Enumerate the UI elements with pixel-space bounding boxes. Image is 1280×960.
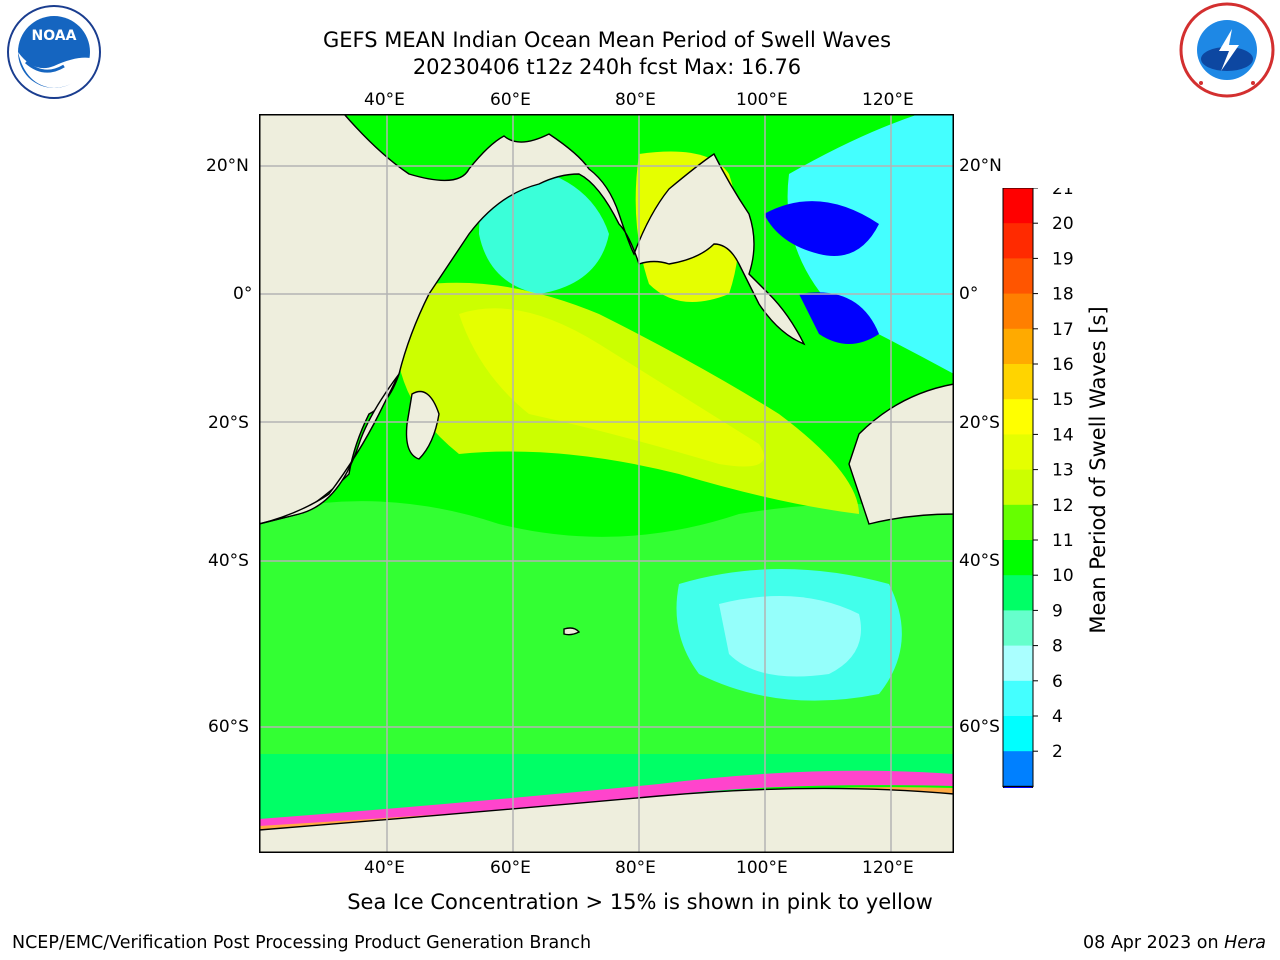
lon-label-bottom: 120°E [862, 858, 914, 878]
colorbar-tick-label: 11 [1052, 531, 1074, 551]
colorbar-segment [1003, 434, 1033, 471]
colorbar-segment [1003, 680, 1033, 717]
graticule [259, 114, 954, 853]
colorbar-segment [1003, 751, 1033, 787]
lon-label-bottom: 40°E [364, 858, 405, 878]
colorbar-tick-label: 18 [1052, 285, 1074, 305]
lon-label-top: 40°E [364, 90, 405, 110]
colorbar-tick-label: 13 [1052, 461, 1074, 481]
lon-label-top: 100°E [736, 90, 788, 110]
colorbar-segment [1003, 645, 1033, 682]
footer-right: 08 Apr 2023 on Hera [1083, 932, 1266, 954]
noaa-logo-text: NOAA [32, 28, 77, 44]
colorbar-label: Mean Period of Swell Waves [s] [1086, 306, 1110, 634]
colorbar-segment [1003, 293, 1033, 330]
colorbar-tick-label: 12 [1052, 496, 1074, 516]
lon-label-top: 80°E [615, 90, 656, 110]
lat-label-left: 0° [233, 284, 253, 304]
colorbar-tick-label: 10 [1052, 566, 1074, 586]
colorbar-tick-label: 19 [1052, 249, 1074, 269]
map-plot [259, 114, 954, 853]
landmass [259, 114, 954, 853]
lon-label-top: 60°E [490, 90, 531, 110]
sea-ice-note: Sea Ice Concentration > 15% is shown in … [347, 890, 933, 914]
colorbar-segment [1003, 399, 1033, 435]
lat-label-right: 60°S [959, 717, 1000, 737]
colorbar-tick-label: 17 [1052, 320, 1074, 340]
lon-label-bottom: 60°E [490, 858, 531, 878]
lat-label-left: 40°S [208, 551, 249, 571]
colorbar-tick-label: 8 [1052, 637, 1063, 657]
lon-label-top: 120°E [862, 90, 914, 110]
nws-logo [1179, 2, 1275, 98]
lat-label-right: 20°S [959, 413, 1000, 433]
lat-label-left: 60°S [208, 717, 249, 737]
colorbar-segment [1003, 258, 1033, 295]
colorbar-border [1002, 188, 1034, 787]
colorbar-segment [1003, 469, 1033, 506]
colorbar-tick-label: 21 [1052, 188, 1074, 199]
colorbar-segment [1003, 328, 1033, 365]
colorbar-tick-label: 15 [1052, 390, 1074, 410]
footer-left: NCEP/EMC/Verification Post Processing Pr… [12, 933, 592, 953]
colorbar-segment [1003, 364, 1033, 400]
colorbar: 21 20 19 18 17 16 15 14 13 12 11 10 9 8 6 4 2 [1002, 188, 1074, 788]
colorbar-tick-label: 6 [1052, 672, 1063, 692]
map-title: GEFS MEAN Indian Ocean Mean Period of Sw… [322, 28, 892, 52]
colorbar-segment [1003, 575, 1033, 611]
lat-label-left: 20°N [206, 156, 249, 176]
noaa-logo: NOAA [7, 5, 101, 99]
lat-label-right: 0° [959, 284, 979, 304]
colorbar-segment [1003, 540, 1033, 576]
map-border [259, 114, 954, 853]
colorbar-segment [1003, 610, 1033, 647]
footer-date: 08 Apr 2023 on [1083, 933, 1225, 953]
colorbar-segment [1003, 223, 1033, 259]
colorbar-tick-label: 16 [1052, 355, 1074, 375]
colorbar-segment [1003, 504, 1033, 541]
lat-label-right: 20°N [959, 156, 1002, 176]
lon-label-bottom: 80°E [615, 858, 656, 878]
lat-label-left: 20°S [208, 413, 249, 433]
colorbar-tick-label: 20 [1052, 214, 1074, 234]
colorbar-tick-label: 14 [1052, 425, 1074, 445]
footer-host: Hera [1224, 933, 1266, 953]
lon-label-bottom: 100°E [736, 858, 788, 878]
map-subtitle: 20230406 t12z 240h fcst Max: 16.76 [412, 55, 802, 79]
colorbar-tick-label: 2 [1052, 742, 1063, 762]
colorbar-tick-label: 4 [1052, 707, 1063, 727]
lat-label-right: 40°S [959, 551, 1000, 571]
colorbar-tick-label: 9 [1052, 601, 1063, 621]
colorbar-segment [1003, 716, 1033, 752]
colorbar-segment [1003, 188, 1033, 224]
